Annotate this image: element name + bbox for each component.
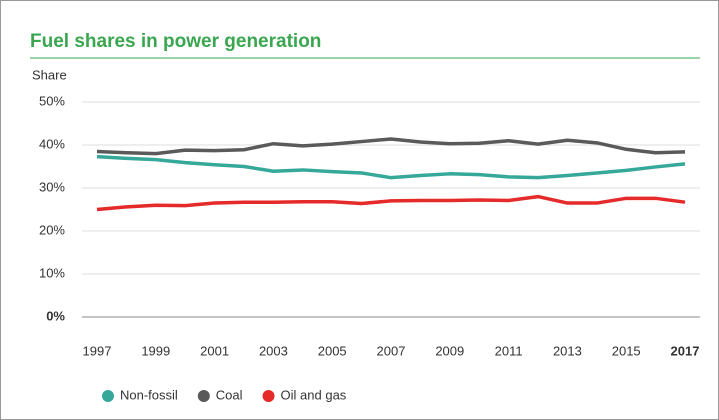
y-tick-label: 10%: [39, 265, 65, 280]
y-axis-label: Share: [32, 67, 67, 82]
y-tick-label: 50%: [39, 93, 65, 108]
x-tick-label: 1999: [141, 343, 170, 358]
x-tick-label: 1997: [83, 343, 112, 358]
x-tick-label: 2011: [495, 343, 523, 358]
series-line: [96, 154, 686, 180]
series-line: [96, 137, 686, 156]
x-tick-label: 2003: [259, 343, 288, 358]
legend-label: Non-fossil: [120, 387, 178, 402]
x-tick-label: 2013: [553, 343, 582, 358]
y-tick-label: 30%: [39, 179, 65, 194]
legend-label: Coal: [216, 387, 243, 402]
legend-marker: [102, 390, 114, 402]
x-tick-label: 2007: [377, 343, 406, 358]
x-tick-label: 2005: [318, 343, 347, 358]
y-tick-label: 0%: [46, 308, 65, 323]
x-tick-label: 2015: [612, 343, 641, 358]
x-tick-label: 2017: [671, 343, 700, 358]
y-tick-label: 40%: [39, 136, 65, 151]
y-tick-label: 20%: [39, 222, 65, 237]
legend-label: Oil and gas: [281, 387, 347, 402]
legend-marker: [197, 390, 210, 402]
series-line: [96, 194, 686, 212]
chart-title: Fuel shares in power generation: [30, 31, 321, 52]
legend-marker: [262, 390, 275, 402]
x-tick-label: 2001: [200, 343, 229, 358]
x-tick-label: 2009: [435, 343, 464, 358]
